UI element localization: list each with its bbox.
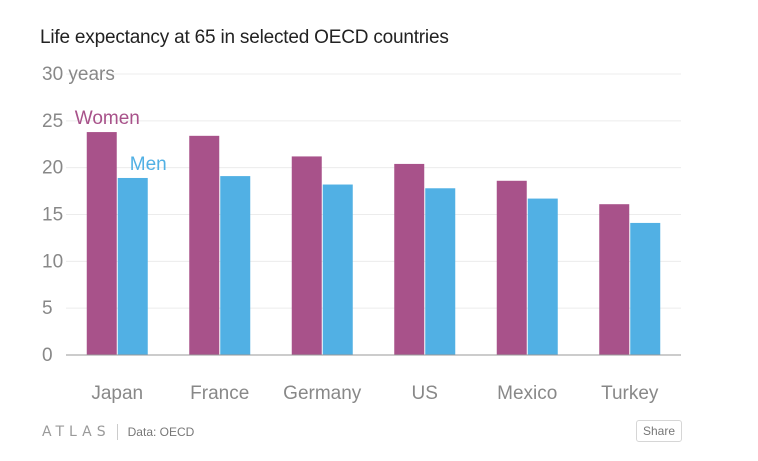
share-button[interactable]: Share <box>636 420 682 442</box>
bar-women-turkey <box>599 204 630 355</box>
legend-label-men: Men <box>130 154 167 175</box>
chart-title: Life expectancy at 65 in selected OECD c… <box>40 27 449 48</box>
y-tick-label: 25 <box>42 111 63 132</box>
bar-women-japan <box>86 132 117 355</box>
bar-men-germany <box>322 184 353 355</box>
legend-label-women: Women <box>75 108 140 129</box>
bar-men-japan <box>117 177 148 355</box>
footer: ATLAS Data: OECD <box>42 421 194 443</box>
bar-men-france <box>220 176 251 355</box>
bar-men-mexico <box>527 198 558 355</box>
y-tick-label: 10 <box>42 251 63 272</box>
bar-men-turkey <box>630 222 661 355</box>
bar-women-us <box>394 163 425 355</box>
atlas-logo: ATLAS <box>42 424 111 440</box>
x-tick-label: Turkey <box>601 383 659 404</box>
x-tick-label: US <box>412 383 438 404</box>
y-tick-label: 30 years <box>42 64 115 85</box>
footer-divider <box>116 424 118 440</box>
bar-men-us <box>425 188 456 355</box>
x-tick-label: Mexico <box>497 383 557 404</box>
bar-women-france <box>189 135 220 355</box>
bar-women-germany <box>291 156 322 355</box>
x-tick-label: France <box>190 383 249 404</box>
bar-women-mexico <box>496 180 527 355</box>
x-tick-label: Germany <box>283 383 362 404</box>
y-tick-label: 5 <box>42 298 53 319</box>
bar-chart: 0 5 10 15 20 25 30 years Japan France Germany US Me… <box>42 64 681 404</box>
y-tick-label: 15 <box>42 205 63 226</box>
x-tick-label: Japan <box>91 383 143 404</box>
data-source: Data: OECD <box>127 425 195 439</box>
y-tick-label: 20 <box>42 158 63 179</box>
y-tick-label: 0 <box>42 345 53 366</box>
